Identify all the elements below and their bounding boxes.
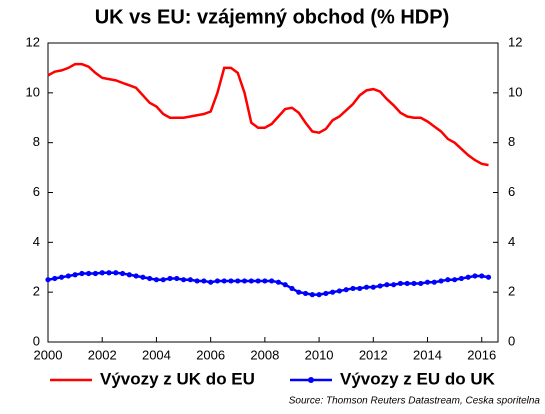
x-tick-label: 2008 xyxy=(250,347,279,362)
series-marker xyxy=(72,272,78,278)
series-marker xyxy=(255,278,261,284)
y2-tick-label: 12 xyxy=(508,34,522,49)
y-tick-label: 10 xyxy=(26,84,40,99)
legend-label: Vývozy z UK do EU xyxy=(100,369,255,388)
y2-tick-label: 8 xyxy=(508,134,515,149)
x-tick-label: 2014 xyxy=(413,347,442,362)
series-marker xyxy=(160,277,166,283)
series-marker xyxy=(411,280,417,287)
series-marker xyxy=(214,278,221,284)
y-tick-label: 0 xyxy=(33,333,40,348)
series-marker xyxy=(153,277,160,283)
series-marker xyxy=(289,285,295,292)
series-marker xyxy=(194,278,200,284)
x-tick-label: 2010 xyxy=(305,347,334,362)
series-marker xyxy=(269,278,275,284)
series-marker xyxy=(350,285,356,292)
series-marker xyxy=(397,280,404,287)
series-marker xyxy=(330,289,336,295)
source-note: Source: Thomson Reuters Datastream, Cesk… xyxy=(289,396,541,407)
y-tick-label: 12 xyxy=(26,34,40,49)
series-marker xyxy=(465,274,471,280)
y2-tick-label: 6 xyxy=(508,184,515,199)
y2-tick-label: 4 xyxy=(508,234,515,249)
series-marker xyxy=(174,275,180,282)
y2-tick-label: 2 xyxy=(508,284,515,299)
series-marker xyxy=(485,274,492,280)
x-tick-label: 2004 xyxy=(142,347,171,362)
series-marker xyxy=(140,274,146,280)
series-marker xyxy=(275,279,282,285)
y-tick-label: 2 xyxy=(33,284,40,299)
series-marker xyxy=(424,279,431,285)
y2-tick-label: 0 xyxy=(508,333,515,348)
series-marker xyxy=(180,277,187,283)
x-tick-label: 2012 xyxy=(359,347,388,362)
series-marker xyxy=(363,284,370,290)
series-marker xyxy=(452,277,458,283)
series-marker xyxy=(357,285,363,292)
series-marker xyxy=(296,289,302,295)
series-marker xyxy=(458,275,465,282)
series-marker xyxy=(113,270,119,276)
series-marker xyxy=(208,279,214,285)
y-tick-label: 8 xyxy=(33,134,40,149)
series-marker xyxy=(241,278,248,284)
series-marker xyxy=(86,270,92,277)
series-marker xyxy=(404,280,410,287)
series-marker xyxy=(52,275,58,282)
series-marker xyxy=(187,277,193,283)
series-marker xyxy=(126,272,132,278)
series-marker xyxy=(201,278,207,284)
series-marker xyxy=(472,273,478,279)
series-marker xyxy=(377,283,383,289)
series-marker xyxy=(323,290,329,297)
series-marker xyxy=(343,287,349,293)
series-marker xyxy=(235,278,241,284)
x-tick-label: 2000 xyxy=(34,347,63,362)
series-marker xyxy=(370,284,376,290)
x-tick-label: 2006 xyxy=(196,347,225,362)
series-marker xyxy=(316,292,322,298)
series-marker xyxy=(445,277,451,283)
series-marker xyxy=(92,270,99,277)
series-marker xyxy=(221,278,227,284)
y-tick-label: 6 xyxy=(33,184,40,199)
y-tick-label: 4 xyxy=(33,234,40,249)
series-marker xyxy=(58,274,65,280)
series-marker xyxy=(479,273,485,279)
series-marker xyxy=(99,270,105,276)
series-marker xyxy=(262,278,268,284)
series-marker xyxy=(133,273,139,279)
legend-label: Vývozy z EU do UK xyxy=(340,369,496,388)
series-marker xyxy=(336,288,343,294)
series-marker xyxy=(282,282,288,288)
series-marker xyxy=(106,270,112,276)
x-tick-label: 2002 xyxy=(88,347,117,362)
series-marker xyxy=(384,282,390,288)
series-marker xyxy=(391,282,397,288)
series-marker xyxy=(45,277,51,283)
series-marker xyxy=(167,275,173,282)
series-marker xyxy=(248,278,254,284)
series-marker xyxy=(65,273,71,279)
series-line xyxy=(47,62,489,167)
series-marker xyxy=(302,290,309,297)
series-marker xyxy=(418,280,424,287)
series-marker xyxy=(147,275,153,282)
series-marker xyxy=(228,278,234,284)
series-marker xyxy=(309,292,315,298)
series-marker xyxy=(438,278,444,284)
chart-title: UK vs EU: vzájemný obchod (% HDP) xyxy=(95,6,450,28)
plot-frame xyxy=(47,42,499,343)
legend-marker xyxy=(308,377,314,383)
series-marker xyxy=(79,270,85,277)
x-tick-label: 2016 xyxy=(467,347,496,362)
y2-tick-label: 10 xyxy=(508,84,522,99)
series-marker xyxy=(431,279,437,285)
series-marker xyxy=(119,270,126,277)
